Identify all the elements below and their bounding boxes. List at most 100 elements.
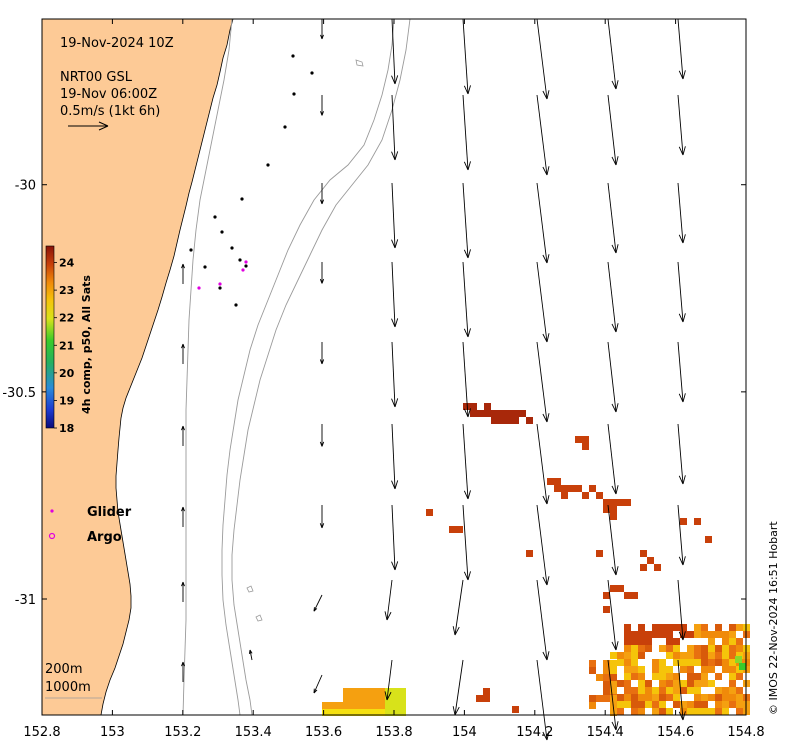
- sst-pixel: [722, 666, 729, 673]
- sst-pixel: [575, 485, 582, 492]
- sst-pixel: [470, 410, 477, 417]
- sst-pixel: [610, 585, 617, 592]
- current-arrow: [677, 182, 686, 244]
- sst-pixel: [638, 666, 645, 673]
- sst-pixel: [680, 687, 687, 694]
- sst-pixel: [596, 695, 603, 702]
- sst-pixel: [680, 701, 687, 708]
- sst-pixel: [715, 694, 722, 701]
- sst-pixel: [708, 680, 715, 687]
- sst-pixel: [701, 666, 708, 673]
- sst-pixel: [617, 659, 624, 666]
- sst-pixel: [631, 592, 638, 599]
- sst-pixel: [343, 688, 350, 695]
- sst-pixel: [722, 631, 729, 638]
- sst-pixel: [680, 518, 687, 525]
- sst-pixel: [624, 694, 631, 701]
- current-arrow: [536, 94, 550, 176]
- sst-pixel: [739, 663, 746, 670]
- sst-pixel: [603, 499, 610, 506]
- sst-pixel: [603, 674, 610, 681]
- current-arrow: [319, 505, 325, 529]
- current-arrow: [319, 424, 325, 447]
- sst-pixel: [722, 694, 729, 701]
- sst-pixel: [701, 708, 708, 715]
- sst-pixel: [729, 673, 736, 680]
- sst-pixel: [638, 708, 645, 715]
- current-arrow: [452, 659, 464, 716]
- sst-pixel: [638, 624, 645, 631]
- sst-pixel: [652, 624, 659, 631]
- sst-pixel: [463, 403, 470, 410]
- sst-pixel: [659, 659, 666, 666]
- sst-pixel: [561, 485, 568, 492]
- sst-pixel: [687, 673, 694, 680]
- sst-pixel: [371, 709, 378, 716]
- sst-pixel: [603, 667, 610, 674]
- sst-pixel: [687, 701, 694, 708]
- sst-pixel: [624, 652, 631, 659]
- current-arrow: [181, 506, 185, 527]
- sst-pixel: [666, 631, 673, 638]
- sst-pixel: [673, 652, 680, 659]
- isobath-small-1: [355, 59, 364, 67]
- sst-pixel: [603, 695, 610, 702]
- sst-pixel: [357, 695, 364, 702]
- current-arrow: [607, 261, 619, 333]
- glider-position-dot: [197, 286, 201, 290]
- sst-pixel: [589, 667, 596, 674]
- sst-pixel: [631, 638, 638, 645]
- map-title: 19-Nov-2024 10Z: [60, 36, 174, 51]
- sst-pixel: [715, 652, 722, 659]
- sst-pixel: [631, 652, 638, 659]
- sst-pixel: [575, 436, 582, 443]
- x-tick-label: 152.8: [23, 725, 60, 740]
- sst-pixel: [708, 694, 715, 701]
- sst-pixel: [505, 410, 512, 417]
- sst-pixel: [659, 701, 666, 708]
- sst-pixel: [512, 417, 519, 424]
- glider-track-dot: [234, 303, 238, 307]
- sst-pixel: [589, 702, 596, 709]
- sst-pixel: [624, 499, 631, 506]
- sst-pixel: [589, 695, 596, 702]
- sst-pixel: [666, 652, 673, 659]
- current-arrow: [536, 504, 550, 586]
- sst-pixel: [343, 702, 350, 709]
- glider-marker-icon: [50, 509, 54, 513]
- sst-pixel: [624, 624, 631, 631]
- sst-pixel: [715, 631, 722, 638]
- sst-pixel: [729, 645, 736, 652]
- sst-pixel: [378, 695, 385, 702]
- current-arrow: [391, 94, 399, 161]
- sst-pixel: [729, 666, 736, 673]
- sst-pixel: [645, 701, 652, 708]
- sst-pixel: [666, 708, 673, 715]
- argo-marker-icon: [48, 532, 56, 540]
- sst-pixel: [701, 652, 708, 659]
- sst-pixel: [589, 485, 596, 492]
- sst-pixel: [735, 656, 742, 663]
- sst-pixel: [631, 645, 638, 652]
- sst-pixel: [701, 631, 708, 638]
- sst-pixel: [343, 695, 350, 702]
- sst-pixel: [322, 702, 329, 709]
- colorbar-gradient: [45, 245, 55, 429]
- current-arrow: [313, 594, 323, 612]
- current-arrow: [462, 94, 471, 171]
- current-arrow: [319, 262, 325, 284]
- glider-position-dot: [244, 260, 248, 264]
- sst-pixel: [715, 624, 722, 631]
- sst-pixel: [610, 687, 617, 694]
- sst-pixel: [554, 478, 561, 485]
- sst-pixel: [673, 680, 680, 687]
- glider-track-dot: [291, 54, 295, 58]
- sst-pixel: [399, 702, 406, 709]
- legend: Glider Argo: [48, 505, 132, 545]
- sst-pixel: [596, 550, 603, 557]
- sst-pixel: [729, 652, 736, 659]
- current-arrow: [391, 182, 399, 249]
- sst-pixel: [666, 680, 673, 687]
- current-arrow: [452, 579, 464, 636]
- glider-track-dot: [292, 92, 296, 96]
